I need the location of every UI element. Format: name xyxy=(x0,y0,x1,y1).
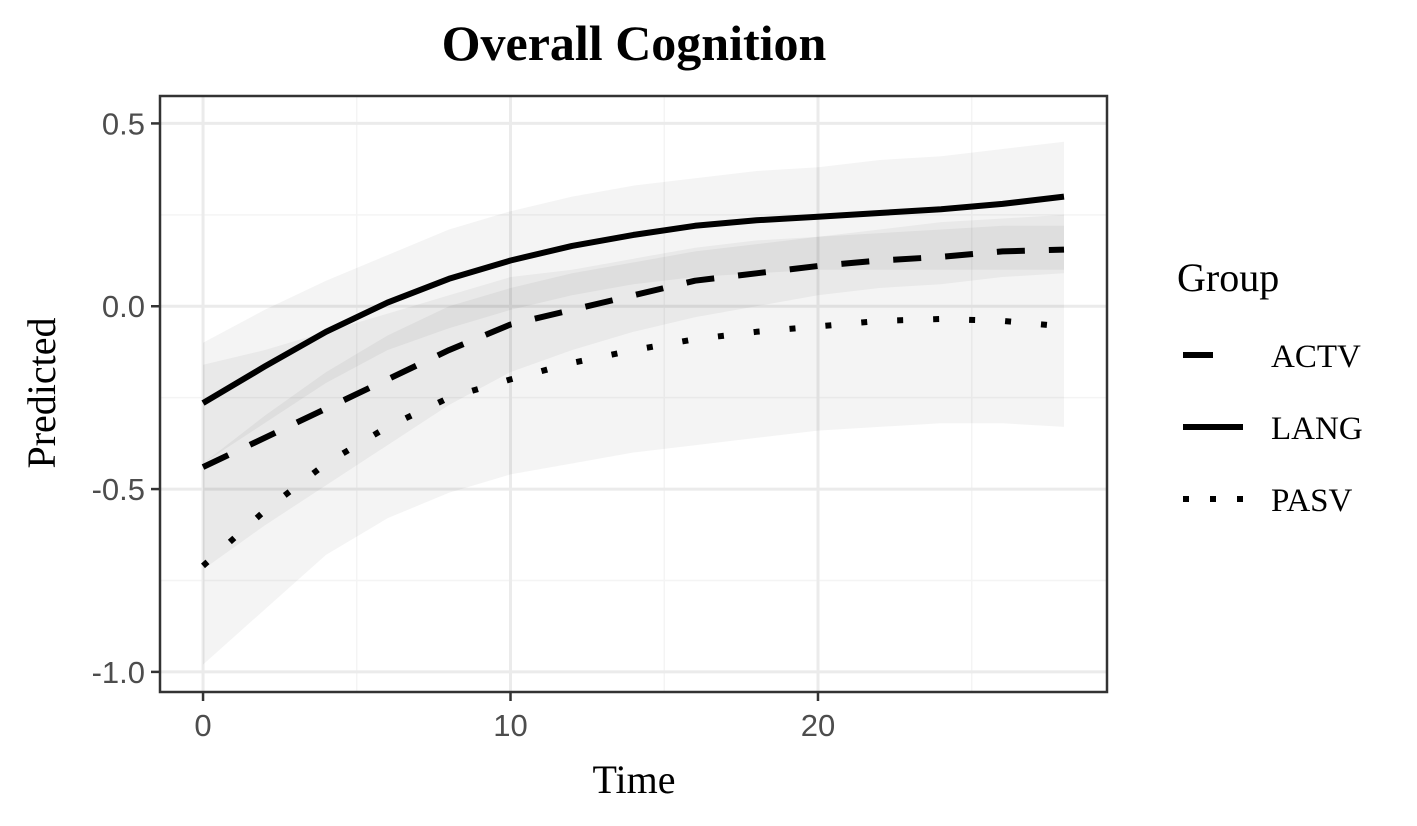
y-tick-label: -0.5 xyxy=(92,472,145,507)
series-line-pasv xyxy=(201,316,1065,569)
x-tick-label: 20 xyxy=(801,708,835,743)
legend: Group ACTV LANG PASV xyxy=(1177,255,1363,519)
plot-area: 0 10 20 0.5 0.0 -0.5 -1.0 xyxy=(92,94,1109,743)
y-axis-title: Predicted xyxy=(19,317,64,468)
y-tick-label: -1.0 xyxy=(92,655,145,690)
legend-label-actv: ACTV xyxy=(1271,339,1361,375)
ribbon-pasv xyxy=(203,214,1064,665)
y-tick-label: 0.5 xyxy=(102,106,145,141)
chart-title: Overall Cognition xyxy=(442,15,827,71)
series-line-lang xyxy=(201,193,1065,406)
legend-title: Group xyxy=(1177,255,1279,300)
legend-label-pasv: PASV xyxy=(1271,483,1353,519)
series-line-actv xyxy=(201,246,1065,470)
x-axis-title: Time xyxy=(592,757,675,802)
panel-border xyxy=(158,94,1109,694)
y-tick-label: 0.0 xyxy=(102,289,145,324)
ribbon-lang xyxy=(203,141,1064,464)
x-tick-label: 10 xyxy=(493,708,527,743)
ribbon-actv xyxy=(203,225,1064,570)
x-tick-label: 0 xyxy=(194,708,211,743)
legend-label-lang: LANG xyxy=(1271,411,1363,447)
